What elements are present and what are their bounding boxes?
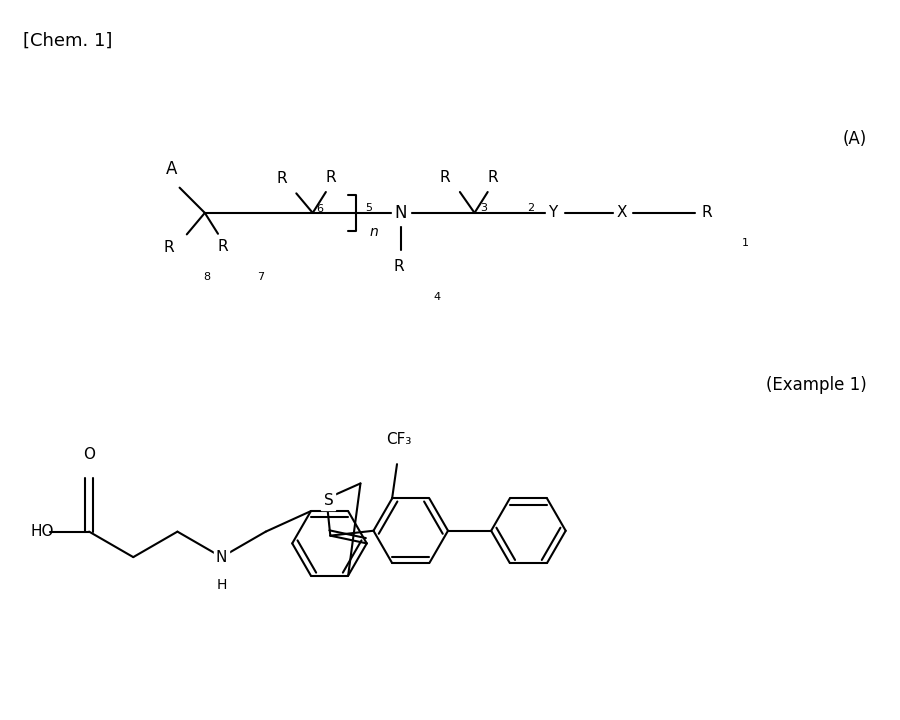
Text: R: R	[218, 239, 229, 254]
Text: 2: 2	[527, 202, 535, 212]
Text: (Example 1): (Example 1)	[766, 376, 867, 394]
Text: HO: HO	[31, 524, 54, 539]
Text: R: R	[276, 171, 287, 186]
Text: R: R	[393, 259, 404, 274]
Text: X: X	[616, 205, 627, 220]
Text: N: N	[216, 549, 228, 564]
Text: N: N	[395, 204, 407, 222]
Text: 7: 7	[257, 271, 265, 282]
Text: S: S	[323, 493, 333, 508]
Text: n: n	[370, 225, 378, 238]
Text: (A): (A)	[842, 130, 867, 148]
Text: H: H	[216, 577, 227, 592]
Text: R: R	[326, 170, 336, 185]
Text: R: R	[440, 170, 451, 185]
Text: A: A	[166, 160, 177, 178]
Text: R: R	[487, 170, 498, 185]
Text: CF₃: CF₃	[386, 433, 411, 447]
Text: Y: Y	[548, 205, 558, 220]
Text: 1: 1	[742, 238, 749, 248]
Text: R: R	[164, 240, 175, 255]
Text: O: O	[83, 447, 95, 462]
Text: [Chem. 1]: [Chem. 1]	[23, 32, 112, 50]
Text: 4: 4	[434, 292, 441, 302]
Text: 5: 5	[365, 202, 373, 212]
Text: 8: 8	[203, 272, 211, 282]
Text: 6: 6	[316, 204, 323, 214]
Text: R: R	[702, 205, 712, 220]
Text: 3: 3	[480, 202, 487, 212]
